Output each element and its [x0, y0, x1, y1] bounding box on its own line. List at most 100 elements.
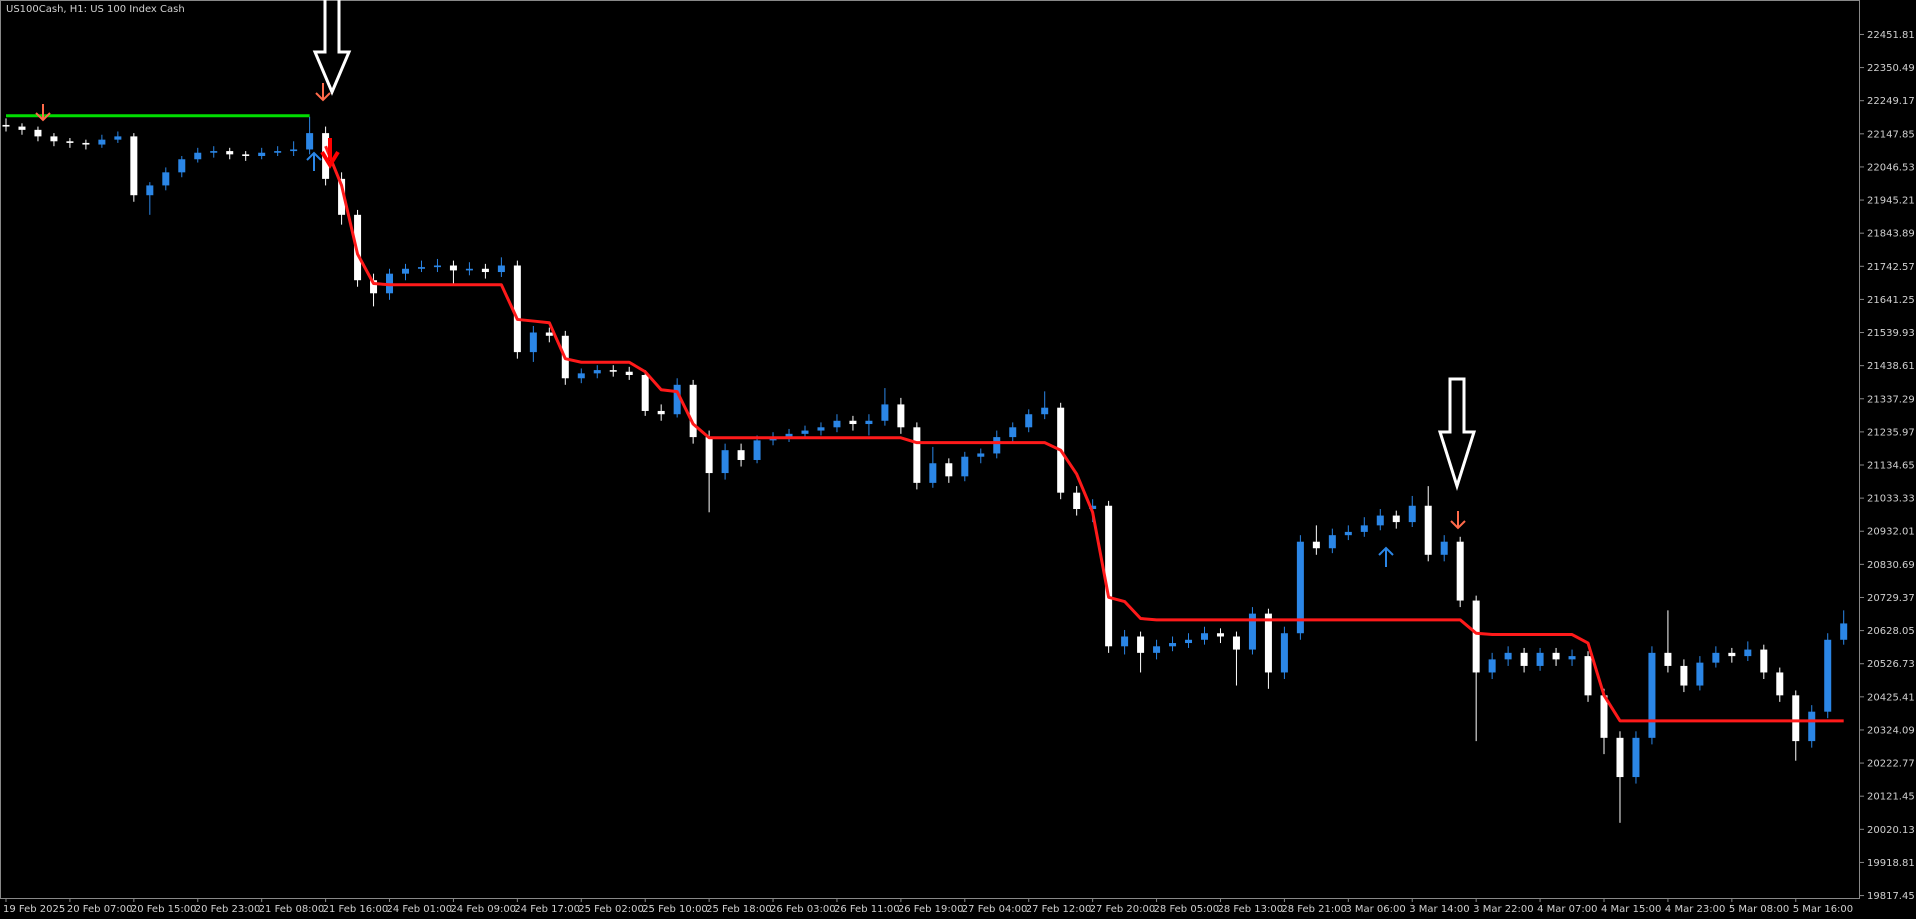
candle-body [881, 404, 889, 421]
y-tick-label: 19918.81 [1867, 858, 1915, 869]
candle-body [1344, 531, 1352, 536]
candle-body [50, 136, 58, 142]
y-tick-label: 20628.05 [1867, 626, 1915, 637]
candle-body [449, 265, 457, 271]
candle-body [1696, 662, 1704, 686]
candle-body [1600, 695, 1608, 738]
candle-body [1456, 541, 1464, 601]
x-tick-label: 20 Feb 07:00 [67, 904, 133, 915]
y-tick-label: 21033.33 [1867, 494, 1915, 505]
candle-body [210, 151, 218, 153]
candle-body [961, 456, 969, 477]
white-arrow [1437, 377, 1477, 491]
candle-body [1328, 535, 1336, 549]
x-tick-label: 28 Feb 21:00 [1281, 904, 1347, 915]
candle-body [370, 280, 378, 294]
candle-body [1073, 492, 1081, 510]
x-tick-label: 24 Feb 17:00 [514, 904, 580, 915]
x-tick-label: 25 Feb 18:00 [706, 904, 772, 915]
candle-body [1488, 659, 1496, 673]
candle-body [1472, 600, 1480, 673]
candle-body [1632, 737, 1640, 778]
sell-arrow [315, 83, 331, 102]
candle-body [258, 152, 266, 156]
candle-body [242, 154, 250, 156]
candle-body [849, 420, 857, 425]
candle-body [226, 151, 234, 155]
candle-body [1121, 636, 1129, 647]
y-tick-label: 21539.93 [1867, 328, 1915, 339]
candle-body [1280, 633, 1288, 673]
candle-body [1009, 427, 1017, 438]
indicator-line [324, 145, 1844, 723]
candle-body [1216, 633, 1224, 637]
y-tick-label: 20932.01 [1867, 527, 1915, 538]
candle-body [689, 384, 697, 438]
candle-body [338, 178, 346, 215]
candle-body [865, 420, 873, 425]
candle-body [945, 463, 953, 477]
candle-body [178, 159, 186, 173]
sell-arrow [35, 104, 51, 122]
candle-body [577, 373, 585, 379]
candle-body [785, 433, 793, 438]
candle-body [1808, 711, 1816, 742]
x-tick-label: 3 Mar 14:00 [1409, 904, 1469, 915]
candle-body [82, 142, 90, 145]
y-tick-label: 19817.45 [1867, 891, 1915, 902]
x-tick-label: 4 Mar 07:00 [1537, 904, 1597, 915]
candle-body [929, 463, 937, 483]
candle-body [1664, 652, 1672, 666]
y-tick-label: 21742.57 [1867, 262, 1915, 273]
candle-body [1760, 649, 1768, 673]
candle-body [1728, 652, 1736, 657]
marks [2, 114, 1848, 823]
y-tick-label: 22350.49 [1867, 63, 1915, 74]
candle-body [1648, 652, 1656, 738]
candle-body [274, 151, 282, 153]
candle-body [465, 268, 473, 271]
x-tick-label: 5 Mar 08:00 [1729, 904, 1789, 915]
candle-body [1089, 505, 1097, 510]
candle-body [1568, 656, 1576, 660]
candle-body [705, 437, 713, 474]
candle-body [1552, 652, 1560, 660]
candle-body [1105, 505, 1113, 647]
candle-body [1680, 665, 1688, 686]
x-tick-label: 20 Feb 23:00 [195, 904, 261, 915]
sell-signal [320, 138, 340, 169]
candle-body [1584, 656, 1592, 696]
sell-arrow [1450, 511, 1466, 530]
candle-body [1232, 636, 1240, 650]
candle-body [1408, 505, 1416, 523]
candle-body [1312, 541, 1320, 549]
x-tick-label: 25 Feb 02:00 [578, 904, 644, 915]
y-tick-label: 20121.45 [1867, 792, 1915, 803]
buy-arrow [1378, 546, 1394, 567]
x-tick-label: 26 Feb 11:00 [834, 904, 900, 915]
y-tick-label: 20222.77 [1867, 759, 1915, 770]
candle-body [673, 384, 681, 415]
candle-body [1264, 613, 1272, 673]
candle-body [18, 126, 26, 130]
candle-body [1824, 639, 1832, 712]
candle-body [641, 375, 649, 411]
candle-body [609, 370, 617, 372]
x-tick-label: 25 Feb 10:00 [642, 904, 708, 915]
y-tick-label: 20020.13 [1867, 825, 1915, 836]
candle-body [913, 427, 921, 483]
candle-body [801, 430, 809, 434]
x-tick-label: 3 Mar 06:00 [1345, 904, 1405, 915]
candle-body [433, 265, 441, 268]
candle-body [1296, 541, 1304, 634]
candle-body [402, 268, 409, 274]
x-tick-label: 24 Feb 09:00 [450, 904, 516, 915]
y-tick-label: 20425.41 [1867, 692, 1915, 703]
candle-body [1248, 613, 1256, 650]
x-tick-label: 26 Feb 03:00 [770, 904, 836, 915]
candle-body [1360, 525, 1368, 532]
y-tick-label: 20324.09 [1867, 725, 1915, 736]
y-tick-label: 21235.97 [1867, 427, 1915, 438]
candle-body [545, 332, 553, 336]
candle-body [1776, 672, 1784, 696]
